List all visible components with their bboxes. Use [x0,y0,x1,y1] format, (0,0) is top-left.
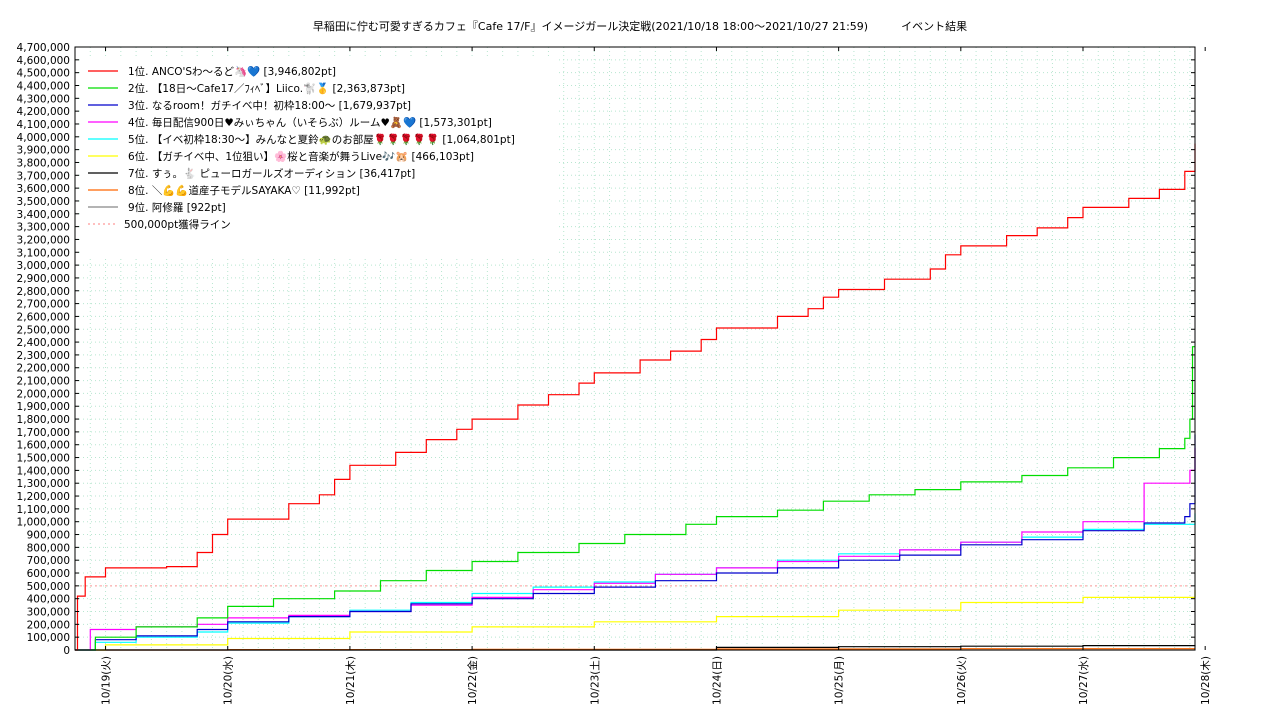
x-tick-label: 10/24(日) [711,656,723,705]
x-tick-label: 10/21(木) [345,656,357,705]
x-tick-label: 10/27(水) [1078,656,1090,705]
legend-label: 6位. 【ガチイベ中、1位狙い】🌸桜と音楽が舞うLive🎶🐹 [466,103p… [128,150,474,163]
legend-label: 8位. ＼💪💪道産子モデルSAYAKA♡ [11,992pt] [128,184,360,197]
series-line [75,143,1196,651]
y-tick-label: 3,300,000 [17,222,70,234]
y-tick-label: 1,300,000 [17,478,70,490]
y-tick-label: 4,600,000 [17,55,70,67]
y-tick-label: 3,700,000 [17,170,70,182]
legend-label: 3位. なるroom！ガチイベ中！初枠18:00〜 [1,679,937pt] [128,99,411,112]
y-tick-label: 2,500,000 [17,324,70,336]
legend-label: 2位. 【18日〜Cafe17／ﾌｨﾍﾞ】Liico.🐩🥇 [2,363,873… [128,82,405,95]
legend-label: 4位. 毎日配信900日♥みぃちゃん（いそらぶ）ルーム♥🧸💙 [1,573,30… [128,116,492,129]
y-tick-label: 200,000 [27,619,70,631]
series-line [75,590,1196,651]
y-tick-label: 1,800,000 [17,414,70,426]
x-tick-label: 10/26(火) [956,656,968,705]
y-tick-label: 3,400,000 [17,209,70,221]
y-tick-label: 2,000,000 [17,388,70,400]
y-tick-label: 0 [63,645,70,657]
y-tick-label: 3,500,000 [17,196,70,208]
y-tick-label: 4,200,000 [17,106,70,118]
y-tick-label: 1,600,000 [17,440,70,452]
y-tick-label: 800,000 [27,542,70,554]
legend-label: 7位. すぅ。🐇 ピューロガールズオーディション [36,417pt] [128,167,415,180]
legend-background [81,57,556,257]
legend-label: 500,000pt獲得ライン [124,218,231,231]
legend-label: 5位. 【イベ初枠18:30〜】みんなと夏鈴🐢のお部屋🌹🌹🌹🌹🌹 [1,064,… [128,133,515,146]
y-tick-label: 3,900,000 [17,145,70,157]
y-tick-label: 2,900,000 [17,273,70,285]
y-tick-label: 1,700,000 [17,427,70,439]
x-tick-label: 10/25(月) [834,656,846,705]
y-tick-label: 3,100,000 [17,247,70,259]
x-tick-label: 10/20(水) [223,656,235,705]
chart-title: 早稲田に佇む可愛すぎるカフェ『Cafe 17/F』イメージガール決定戦(2021… [312,20,968,33]
y-tick-label: 1,900,000 [17,401,70,413]
x-tick-label: 10/28(木) [1200,656,1212,705]
plot-frame [74,46,1196,651]
y-tick-label: 1,200,000 [17,491,70,503]
y-tick-label: 2,600,000 [17,311,70,323]
y-tick-label: 4,100,000 [17,119,70,131]
x-tick-label: 10/22(金) [466,656,479,705]
legend-label: 9位. 阿修羅 [922pt] [128,201,226,214]
y-tick-label: 3,800,000 [17,157,70,169]
y-tick-label: 3,200,000 [17,234,70,246]
y-tick-label: 3,600,000 [17,183,70,195]
y-tick-label: 4,500,000 [17,68,70,80]
y-tick-label: 4,400,000 [17,80,70,92]
y-tick-label: 700,000 [27,555,70,567]
y-tick-label: 4,000,000 [17,132,70,144]
y-tick-label: 4,700,000 [17,42,70,54]
y-tick-label: 1,500,000 [17,453,70,465]
series-line [75,346,1195,651]
series-line [75,434,1196,651]
grid-layer [74,46,1195,651]
y-tick-label: 1,400,000 [17,465,70,477]
x-tick-label: 10/19(火) [101,656,113,705]
y-tick-label: 2,300,000 [17,350,70,362]
y-tick-label: 600,000 [27,568,70,580]
series-line [75,513,1196,651]
y-tick-label: 1,000,000 [17,517,70,529]
x-tick-label: 10/23(土) [588,656,601,705]
y-tick-label: 2,700,000 [17,299,70,311]
legend: 1位. ANCO'Sわ〜るど🦄💙 [3,946,802pt] 2位. 【18日〜C… [81,57,556,257]
y-tick-label: 2,800,000 [17,286,70,298]
y-tick-label: 1,100,000 [17,504,70,516]
y-tick-label: 100,000 [27,632,70,644]
y-tick-label: 2,400,000 [17,337,70,349]
y-tick-label: 3,000,000 [17,260,70,272]
y-tick-label: 900,000 [27,530,70,542]
y-tick-label: 2,200,000 [17,363,70,375]
y-tick-label: 400,000 [27,594,70,606]
y-tick-label: 300,000 [27,607,70,619]
y-tick-label: 2,100,000 [17,376,70,388]
x-axis: 10/19(火) 10/20(水) 10/21(木) 10/22(金) 10/23(土)… [101,47,1212,705]
y-tick-label: 500,000 [27,581,70,593]
y-tick-label: 4,300,000 [17,93,70,105]
legend-label: 1位. ANCO'Sわ〜るど🦄💙 [3,946,802pt] [128,65,336,78]
y-axis: 0100,000200,000300,000400,000500,000600,… [17,42,1195,657]
